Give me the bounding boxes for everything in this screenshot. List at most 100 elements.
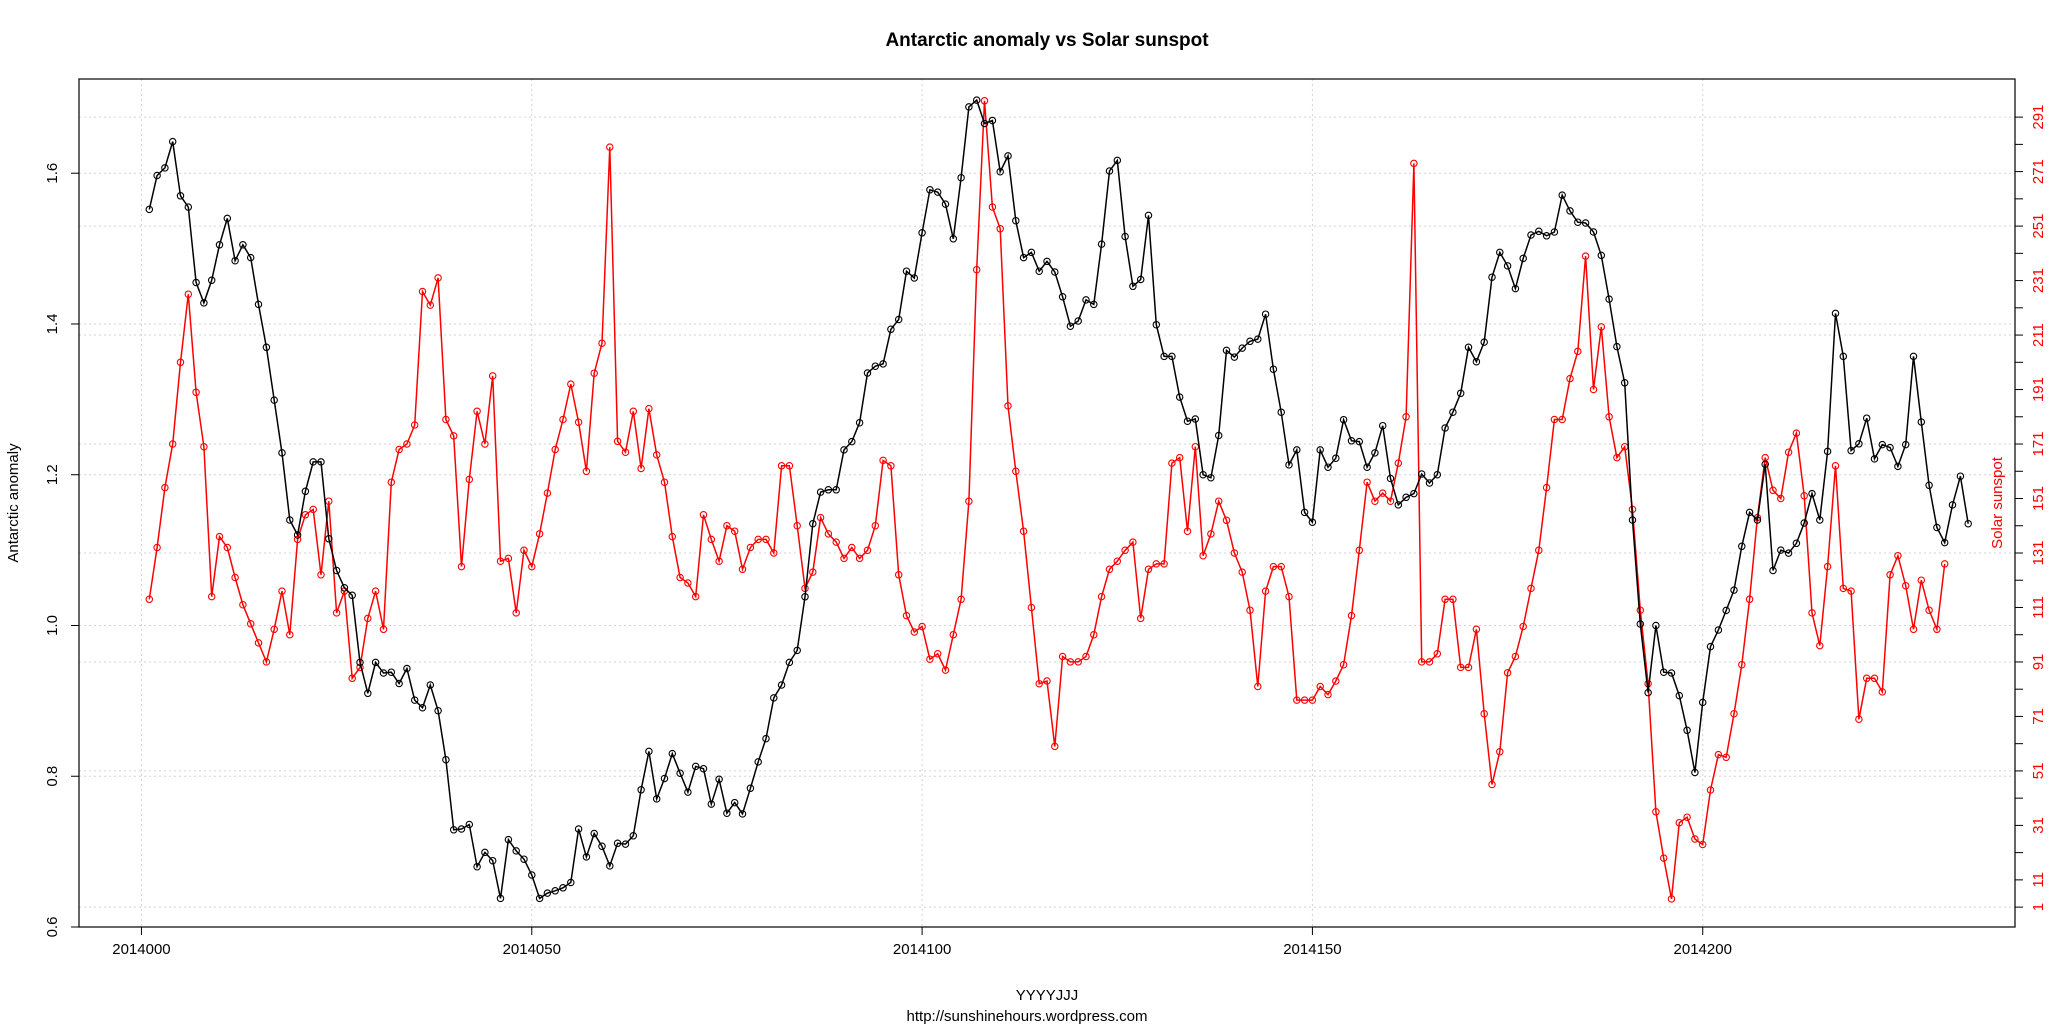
data-point (1456, 389, 1465, 398)
data-point (504, 554, 513, 563)
data-point (738, 565, 747, 574)
data-point (1144, 211, 1153, 220)
data-point (161, 483, 169, 492)
data-point (1870, 455, 1879, 463)
data-point (1293, 446, 1301, 454)
data-point (1519, 622, 1527, 631)
data-point (535, 894, 544, 903)
data-point (1550, 228, 1559, 236)
data-point (1175, 393, 1184, 401)
data-point (1027, 248, 1036, 257)
data-point (1339, 415, 1348, 424)
data-point (1823, 562, 1832, 571)
data-point (894, 571, 903, 579)
data-point (1129, 538, 1137, 546)
data-point (965, 103, 973, 111)
x-axis-label: YYYYJJJ (1016, 987, 1079, 1004)
data-point (1058, 293, 1067, 301)
data-point (1129, 282, 1137, 291)
data-point (1410, 159, 1418, 168)
data-point (1589, 228, 1598, 236)
data-point (1441, 595, 1449, 604)
data-point (1628, 516, 1637, 524)
data-point (1168, 459, 1176, 467)
data-point (684, 788, 692, 796)
data-point (1449, 408, 1457, 416)
data-point (793, 521, 801, 530)
data-point (1659, 668, 1668, 676)
data-point (1121, 546, 1129, 555)
data-point (364, 689, 372, 698)
data-point (567, 380, 575, 388)
data-point (1519, 254, 1527, 263)
data-point (410, 696, 419, 704)
data-point (262, 343, 271, 352)
data-point (809, 519, 817, 528)
data-point (1683, 813, 1691, 821)
data-point (996, 225, 1004, 233)
data-point (1925, 481, 1933, 490)
data-point (317, 458, 325, 466)
data-point (1800, 492, 1808, 500)
data-point (1839, 352, 1848, 361)
data-point (1808, 609, 1816, 617)
data-point (1113, 156, 1122, 165)
data-point (582, 853, 591, 861)
data-point (1761, 460, 1769, 468)
data-point (1792, 429, 1801, 437)
data-point (1527, 231, 1535, 239)
data-point (270, 396, 278, 404)
data-point (1425, 658, 1434, 666)
data-point (629, 832, 638, 840)
data-point (1714, 750, 1723, 759)
data-point (457, 825, 466, 833)
data-point (1620, 379, 1629, 387)
data-point (1386, 497, 1395, 505)
data-point (449, 432, 458, 440)
data-point (1043, 677, 1051, 685)
data-point (1183, 417, 1192, 425)
data-point (1862, 414, 1871, 422)
data-point (434, 274, 442, 282)
data-point (1222, 516, 1231, 525)
data-point (1261, 310, 1270, 318)
data-point (941, 666, 950, 674)
data-point (231, 573, 239, 582)
data-point (1394, 459, 1403, 467)
data-point (1082, 652, 1090, 661)
data-point (715, 775, 723, 784)
data-point (1207, 530, 1215, 538)
data-point (1402, 493, 1410, 502)
data-point (1613, 453, 1621, 462)
data-point (613, 839, 622, 848)
data-point (1363, 478, 1371, 486)
data-point (223, 214, 232, 223)
data-point (340, 584, 349, 592)
data-point (887, 462, 895, 470)
data-point (933, 650, 942, 658)
data-point (652, 795, 661, 803)
data-point (879, 360, 887, 368)
data-point (809, 568, 817, 576)
axes: 2014000 2014050 2014100 2014150 2014200 0.6 0.… (44, 105, 2047, 958)
data-point (356, 658, 364, 667)
data-point (1347, 611, 1356, 620)
data-point (691, 592, 700, 601)
data-point (988, 116, 997, 125)
data-point (1597, 323, 1606, 331)
data-point (629, 407, 638, 416)
data-point (1613, 342, 1621, 351)
data-point (1550, 415, 1559, 424)
data-point (481, 848, 489, 857)
data-point (1886, 443, 1894, 452)
data-point (879, 456, 887, 465)
data-point (887, 325, 895, 334)
data-point (1909, 625, 1918, 634)
data-point (1168, 352, 1176, 361)
data-point (1152, 320, 1161, 329)
data-point (832, 486, 840, 494)
series-antarctic-anomaly (145, 96, 1972, 903)
data-point (153, 543, 161, 552)
data-point (652, 451, 661, 459)
data-point (676, 769, 684, 777)
